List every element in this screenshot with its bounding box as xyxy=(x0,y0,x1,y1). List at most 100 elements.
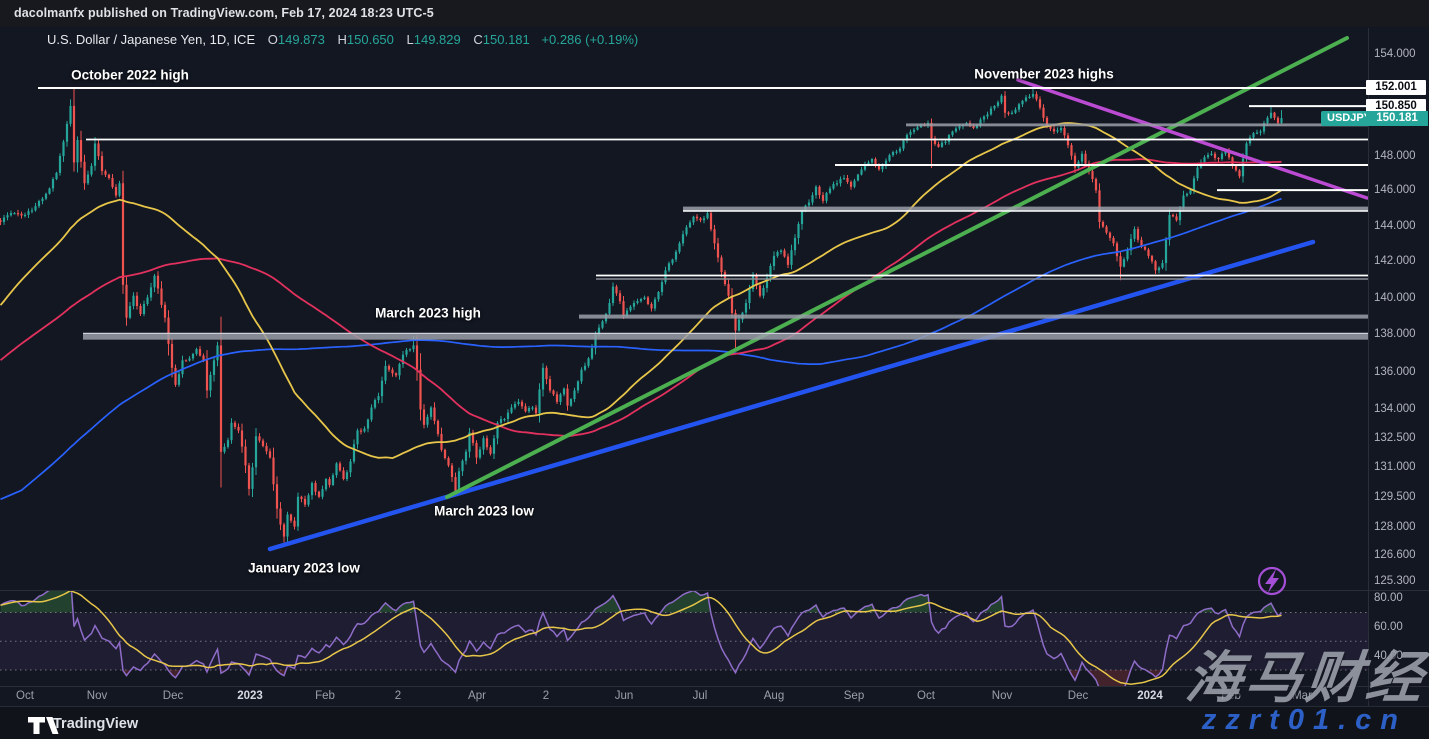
symbol-legend[interactable]: U.S. Dollar / Japanese Yen, 1D, ICE O149… xyxy=(47,32,638,47)
candle-body xyxy=(702,218,706,221)
candle-body xyxy=(1248,137,1252,144)
candle-body xyxy=(657,292,660,300)
price-alert-label[interactable]: 150.850 xyxy=(1366,99,1426,115)
candle-body xyxy=(1091,171,1094,179)
candle-body xyxy=(730,295,734,314)
candle-body xyxy=(111,178,114,188)
candle-body xyxy=(352,444,356,462)
candle-body xyxy=(895,151,898,153)
candle-body xyxy=(307,495,310,505)
candle-body xyxy=(0,220,2,222)
candle-body xyxy=(597,327,601,335)
candle-body xyxy=(408,349,412,351)
rsi-ma-line xyxy=(0,591,1282,685)
candle-body xyxy=(506,412,510,420)
candle-body xyxy=(842,178,846,180)
candle-body xyxy=(811,195,814,203)
candle-body xyxy=(576,381,580,391)
candle-body xyxy=(1042,107,1045,118)
candle-body xyxy=(1049,126,1052,129)
ohlc-high-label: H xyxy=(337,32,347,47)
candle-body xyxy=(289,514,293,521)
candle-body xyxy=(832,184,835,189)
candle-body xyxy=(1213,153,1217,158)
candle-body xyxy=(1189,190,1192,194)
symbol-title: U.S. Dollar / Japanese Yen, 1D, ICE xyxy=(47,32,256,47)
candle-body xyxy=(181,360,184,375)
candle-body xyxy=(681,234,685,244)
chart-annotation[interactable]: October 2022 high xyxy=(71,67,189,83)
candle-body xyxy=(450,465,454,478)
tradingview-logo-icon[interactable] xyxy=(26,714,66,738)
candle-body xyxy=(1024,97,1028,101)
candle-body xyxy=(216,345,219,361)
candle-body xyxy=(398,364,401,376)
candle-body xyxy=(818,186,821,196)
candle-body xyxy=(69,105,72,124)
sma-200-line xyxy=(0,197,1282,501)
candle-body xyxy=(345,472,349,480)
candle-body xyxy=(534,407,538,414)
ohlc-close-label: C xyxy=(473,32,483,47)
candle-body xyxy=(41,198,44,202)
time-axis-label: Dec xyxy=(162,690,184,702)
candle-body xyxy=(492,438,496,454)
candle-body xyxy=(366,419,370,429)
candle-body xyxy=(37,201,41,207)
candle-body xyxy=(1164,239,1168,264)
candle-body xyxy=(982,116,986,120)
chart-annotation[interactable]: March 2023 high xyxy=(375,305,481,321)
candle-body xyxy=(72,105,76,163)
price-axis-label: 146.000 xyxy=(1374,184,1416,197)
candle-body xyxy=(100,156,104,172)
candle-body xyxy=(1003,95,1007,113)
time-axis-label: Dec xyxy=(1067,690,1089,702)
candle-body xyxy=(1031,94,1035,97)
ohlc-low-label: L xyxy=(406,32,414,47)
chart-annotation[interactable]: January 2023 low xyxy=(248,560,360,576)
candle-body xyxy=(244,446,247,466)
price-alert-label[interactable]: 152.001 xyxy=(1366,79,1426,95)
candle-body xyxy=(1073,155,1077,168)
candle-body xyxy=(496,422,499,439)
candle-body xyxy=(338,463,342,471)
candle-body xyxy=(562,388,566,395)
candle-body xyxy=(433,407,436,421)
candle-body xyxy=(1087,163,1091,172)
tradingview-brand[interactable]: TradingView xyxy=(53,716,139,732)
price-zone[interactable] xyxy=(83,333,1368,340)
candle-body xyxy=(44,193,48,199)
candle-body xyxy=(58,156,62,173)
candle-body xyxy=(195,349,198,354)
candle-body xyxy=(384,365,387,381)
candle-body xyxy=(1129,238,1133,251)
time-axis-label: 2 xyxy=(542,690,550,702)
candle-body xyxy=(191,353,195,359)
price-zone[interactable] xyxy=(579,314,1368,319)
candle-body xyxy=(744,303,748,313)
trendline-march-2023-uptrend[interactable] xyxy=(445,36,1349,499)
candle-body xyxy=(1161,263,1164,268)
chart-annotation[interactable]: November 2023 highs xyxy=(974,66,1114,82)
trendline-january-2023-uptrend[interactable] xyxy=(267,239,1316,552)
candle-body xyxy=(1094,178,1098,191)
candle-body xyxy=(863,164,867,170)
candle-body xyxy=(237,426,240,431)
candle-body xyxy=(629,306,632,311)
candle-body xyxy=(527,408,531,412)
price-zone[interactable] xyxy=(683,206,1368,212)
candle-body xyxy=(177,374,181,385)
candle-body xyxy=(419,369,422,410)
candle-body xyxy=(1241,158,1245,177)
chart-annotation[interactable]: March 2023 low xyxy=(434,503,534,519)
candle-body xyxy=(258,436,261,441)
candle-body xyxy=(954,128,958,132)
candle-body xyxy=(321,489,324,497)
time-axis-label: Feb xyxy=(1221,690,1241,702)
candle-body xyxy=(643,297,646,300)
lightning-icon[interactable] xyxy=(1242,553,1302,613)
candle-body xyxy=(387,365,391,370)
candle-body xyxy=(660,282,664,293)
price-zone[interactable] xyxy=(906,123,1368,127)
candle-body xyxy=(363,428,366,432)
